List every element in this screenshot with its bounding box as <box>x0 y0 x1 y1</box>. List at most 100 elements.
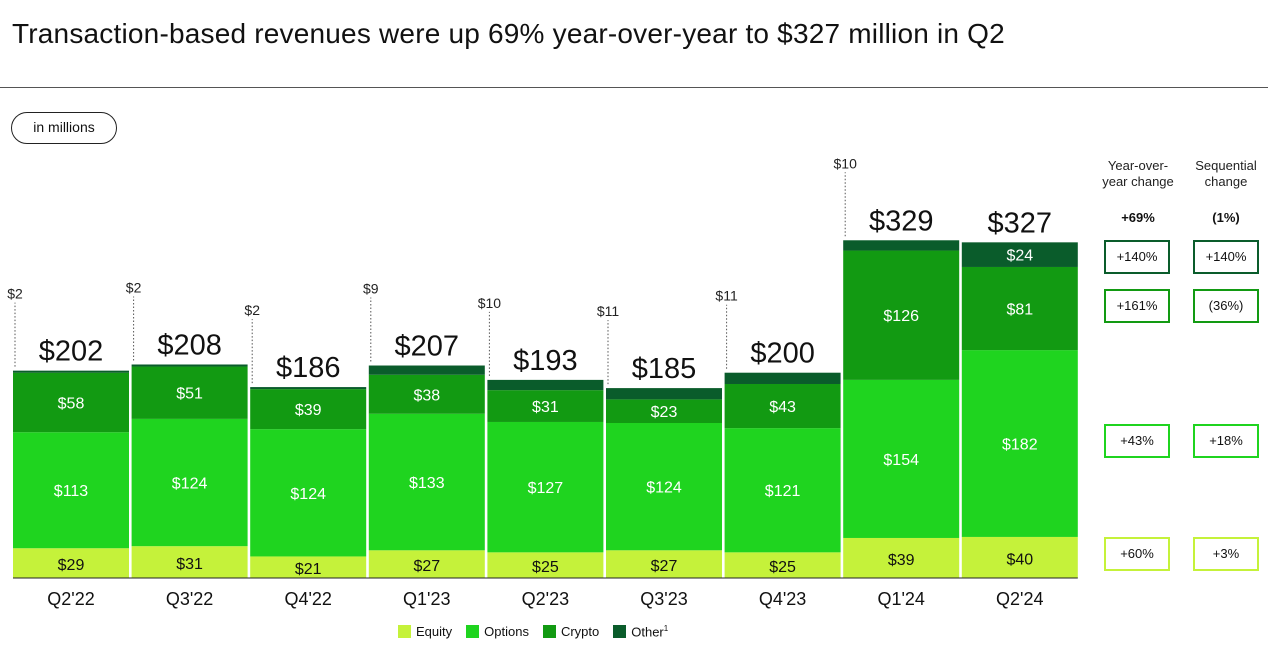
chart-legend: Equity Options Crypto Other1 <box>398 624 668 639</box>
legend-swatch-other <box>613 625 627 639</box>
other-label-q1-24: $10 <box>834 155 858 171</box>
x-tick-label-q2-24: Q2'24 <box>996 589 1043 609</box>
seq-total: (1%) <box>1212 210 1240 225</box>
bar-crypto-q3-22 <box>131 366 248 419</box>
bar-equity-q4-22 <box>250 556 367 578</box>
seq-crypto-box: (36%) <box>1193 289 1259 323</box>
segment-label-equity-q4-23: $25 <box>769 559 796 576</box>
bar-equity-q2-22 <box>13 548 129 578</box>
legend-swatch-crypto <box>542 625 556 639</box>
total-label-q4-23: $200 <box>750 338 815 370</box>
bar-other-q3-22 <box>131 364 248 367</box>
bar-options-q4-22 <box>250 429 367 557</box>
bar-equity-q3-23 <box>606 550 722 578</box>
segment-label-equity-q1-24: $39 <box>888 552 915 569</box>
bar-other-q2-23 <box>487 379 604 391</box>
legend-label-equity: Equity <box>416 624 453 640</box>
legend-item-options: Options <box>466 624 529 639</box>
bar-other-q2-24 <box>961 242 1078 267</box>
legend-item-crypto: Crypto <box>542 624 600 640</box>
bar-options-q4-23 <box>724 428 841 553</box>
segment-label-options-q1-23: $133 <box>409 475 445 492</box>
other-label-q4-23: $11 <box>715 288 738 304</box>
unit-label: in millions <box>11 112 117 144</box>
segment-label-equity-q3-22: $31 <box>176 556 203 573</box>
bar-other-q1-23 <box>368 365 485 375</box>
total-label-q4-22: $186 <box>276 352 341 384</box>
segment-label-crypto-q3-23: $23 <box>651 404 678 421</box>
seq-options-box: +18% <box>1193 424 1259 458</box>
yoy-other-box: +140% <box>1104 240 1170 274</box>
segment-label-options-q4-22: $124 <box>290 486 326 503</box>
total-label-q1-23: $207 <box>395 331 460 363</box>
yoy-total: +69% <box>1121 210 1155 225</box>
bar-equity-q1-24 <box>843 537 960 578</box>
bar-options-q1-23 <box>368 413 485 551</box>
other-label-q2-23: $10 <box>478 295 502 311</box>
segment-label-options-q1-24: $154 <box>883 452 919 469</box>
legend-label-crypto: Crypto <box>560 624 600 640</box>
x-tick-label-q1-23: Q1'23 <box>403 589 450 609</box>
yoy-header-line2: year change <box>1102 174 1174 189</box>
segment-label-crypto-q1-24: $126 <box>883 308 919 325</box>
x-tick-label-q3-23: Q3'23 <box>640 589 687 609</box>
legend-label-other-text: Other <box>631 624 664 640</box>
seq-equity-box: +3% <box>1193 537 1259 571</box>
segment-label-crypto-q4-23: $43 <box>769 399 796 416</box>
legend-swatch-equity <box>398 625 411 639</box>
bar-crypto-q4-22 <box>250 389 367 430</box>
segment-label-equity-q1-23: $27 <box>413 558 440 575</box>
total-label-q3-23: $185 <box>632 353 697 385</box>
legend-swatch-options <box>466 625 480 639</box>
x-tick-label-q2-23: Q2'23 <box>522 589 569 609</box>
bar-equity-q2-23 <box>487 552 604 578</box>
segment-label-options-q3-23: $124 <box>646 480 682 497</box>
segment-label-equity-q2-23: $25 <box>532 559 559 576</box>
bar-crypto-q2-22 <box>13 372 129 433</box>
segment-label-crypto-q2-24: $81 <box>1006 302 1033 319</box>
x-tick-label-q2-22: Q2'22 <box>47 589 94 609</box>
bar-crypto-q1-24 <box>843 250 960 380</box>
segment-label-options-q3-22: $124 <box>172 476 208 493</box>
bar-options-q2-24 <box>961 350 1078 537</box>
chart-title: Transaction-based revenues were up 69% y… <box>12 18 1005 49</box>
bar-options-q2-22 <box>13 432 129 549</box>
segment-label-equity-q2-24: $40 <box>1006 551 1033 568</box>
bar-equity-q3-22 <box>131 546 248 578</box>
total-label-q2-23: $193 <box>513 345 578 377</box>
total-label-q1-24: $329 <box>869 205 934 237</box>
bar-other-q2-22 <box>13 370 129 373</box>
other-label-q2-22: $2 <box>7 286 23 302</box>
seq-header: Sequential change <box>1181 158 1268 190</box>
legend-label-other: Other1 <box>631 624 668 639</box>
seq-other-box: +140% <box>1193 240 1259 274</box>
segment-label-equity-q2-22: $29 <box>58 557 85 574</box>
total-label-q2-24: $327 <box>988 207 1053 239</box>
segment-label-crypto-q4-22: $39 <box>295 402 322 419</box>
bar-crypto-q4-23 <box>724 383 841 429</box>
segment-label-options-q2-24: $182 <box>1002 437 1038 454</box>
bar-crypto-q2-24 <box>961 266 1078 351</box>
seq-header-line2: change <box>1204 174 1248 189</box>
segment-label-equity-q3-23: $27 <box>651 558 678 575</box>
segment-label-crypto-q1-23: $38 <box>413 387 440 404</box>
bar-equity-q4-23 <box>724 552 841 578</box>
legend-item-equity: Equity <box>398 624 452 639</box>
segment-label-options-q2-23: $127 <box>528 480 564 497</box>
other-label-q3-23: $11 <box>597 303 620 319</box>
bar-crypto-q2-23 <box>487 390 604 422</box>
legend-footnote: 1 <box>663 624 669 633</box>
x-tick-label-q3-22: Q3'22 <box>166 589 213 609</box>
x-tick-label-q4-22: Q4'22 <box>284 589 331 609</box>
segment-label-options-q2-22: $113 <box>54 483 89 500</box>
yoy-header-line1: Year-over- <box>1107 158 1169 173</box>
yoy-equity-box: +60% <box>1104 537 1170 571</box>
bar-equity-q1-23 <box>368 550 485 578</box>
bar-options-q1-24 <box>843 379 960 538</box>
total-label-q3-22: $208 <box>157 329 222 361</box>
bar-crypto-q3-23 <box>606 399 722 423</box>
x-tick-label-q1-24: Q1'24 <box>877 589 924 609</box>
yoy-options-box: +43% <box>1104 424 1170 458</box>
other-label-q3-22: $2 <box>126 279 142 295</box>
